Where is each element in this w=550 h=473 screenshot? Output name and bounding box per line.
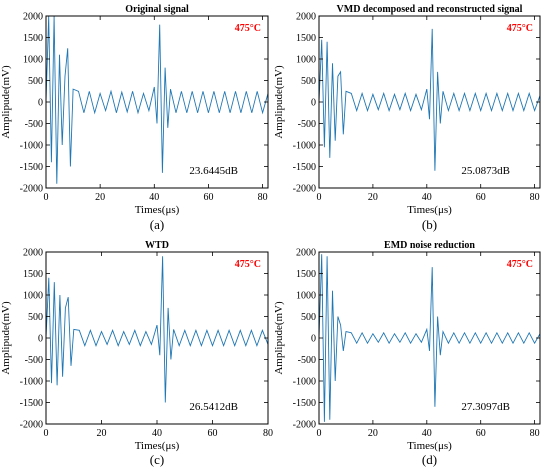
x-axis-label: Times(μs): [407, 204, 452, 216]
x-axis-label: Times(μs): [135, 440, 180, 452]
y-tick-label: -1000: [293, 141, 316, 152]
x-tick-label: 80: [530, 428, 540, 439]
y-tick-label: 1000: [296, 55, 316, 66]
snr-label: 26.5412dB: [189, 401, 238, 413]
x-tick-label: 0: [317, 428, 322, 439]
x-tick-label: 80: [258, 192, 268, 203]
y-tick-label: 0: [38, 334, 43, 345]
y-tick-label: -500: [298, 119, 316, 130]
y-tick-label: -500: [25, 355, 43, 366]
snr-label: 23.6445dB: [189, 165, 238, 177]
y-tick-label: -2000: [20, 420, 43, 431]
y-tick-label: 500: [301, 312, 316, 323]
y-tick-label: 1500: [23, 269, 43, 280]
y-tick-label: -2000: [293, 184, 316, 195]
plot-frame: [45, 15, 269, 189]
x-tick-label: 60: [203, 192, 213, 203]
y-tick-label: -500: [25, 119, 43, 130]
signal-line: [319, 28, 540, 171]
snr-label: 27.3097dB: [461, 401, 510, 413]
y-tick-label: 2000: [23, 248, 43, 259]
panel-title: VMD decomposed and reconstructed signal: [337, 4, 523, 15]
x-tick-label: 40: [422, 428, 432, 439]
y-tick-label: 1000: [23, 55, 43, 66]
y-axis-label: Amplipude(mV): [0, 301, 12, 375]
panel-d: 0 20 40 60 80 2000 1500 1000 500 0 -500 -1000 -1500 -…: [273, 240, 541, 467]
panel-c: 0 20 40 60 80 2000 1500 1000 500 0 -500 -1000 -1500 -…: [0, 240, 273, 467]
panel-b: 0 20 40 60 80 2000 1500 1000 500 0 -500 -1000 -1500 -…: [273, 4, 541, 232]
signal-line: [319, 254, 540, 422]
x-tick-label: 80: [530, 192, 540, 203]
y-tick-label: -1500: [20, 398, 43, 409]
panel-title: EMD noise reduction: [384, 240, 475, 251]
panel-a: 0 20 40 60 80 2000 1500 1000 500 0 -500 -1000 -1500 -…: [0, 4, 269, 232]
y-tick-label: -1500: [293, 398, 316, 409]
y-tick-label: 1000: [23, 291, 43, 302]
y-tick-label: 2000: [296, 12, 316, 23]
y-tick-label: 0: [311, 98, 316, 109]
y-tick-label: -1000: [20, 141, 43, 152]
snr-label: 25.0873dB: [461, 165, 510, 177]
y-tick-label: 2000: [296, 248, 316, 259]
x-tick-label: 40: [422, 192, 432, 203]
y-tick-label: -2000: [293, 420, 316, 431]
y-tick-label: 500: [301, 76, 316, 87]
signal-line: [46, 256, 268, 403]
signal-line: [46, 16, 268, 184]
y-tick-label: -2000: [20, 184, 43, 195]
x-tick-label: 40: [152, 428, 162, 439]
plot-frame: [318, 15, 541, 189]
y-tick-label: 1000: [296, 291, 316, 302]
y-tick-label: -500: [298, 355, 316, 366]
y-tick-label: 1500: [23, 33, 43, 44]
y-tick-label: 2000: [23, 12, 43, 23]
y-tick-label: -1500: [293, 162, 316, 173]
temperature-label: 475°C: [235, 259, 261, 270]
y-axis-label: Amplipude(mV): [273, 301, 285, 375]
y-tick-label: 1500: [296, 269, 316, 280]
panel-caption: (a): [150, 217, 164, 232]
y-tick-label: -1000: [20, 377, 43, 388]
y-tick-label: 0: [38, 98, 43, 109]
x-tick-label: 0: [44, 428, 49, 439]
x-tick-label: 60: [476, 192, 486, 203]
x-tick-label: 60: [208, 428, 218, 439]
y-tick-label: -1500: [20, 162, 43, 173]
temperature-label: 475°C: [507, 259, 533, 270]
x-axis-label: Times(μs): [407, 440, 452, 452]
y-tick-label: 500: [28, 76, 43, 87]
x-axis-label: Times(μs): [135, 204, 180, 216]
panel-caption: (b): [422, 217, 437, 232]
y-tick-label: -1000: [293, 377, 316, 388]
temperature-label: 475°C: [235, 23, 261, 34]
y-tick-label: 1500: [296, 33, 316, 44]
panel-title: WTD: [145, 240, 169, 251]
x-tick-label: 0: [317, 192, 322, 203]
panel-caption: (d): [422, 452, 437, 467]
panel-caption: (c): [150, 452, 164, 467]
y-axis-label: Amplipude(mV): [273, 65, 285, 139]
plot-frame: [45, 251, 269, 425]
x-tick-label: 20: [368, 428, 378, 439]
x-tick-label: 0: [44, 192, 49, 203]
panel-title: Original signal: [125, 4, 189, 15]
x-tick-label: 80: [263, 428, 273, 439]
x-tick-label: 20: [368, 192, 378, 203]
x-tick-label: 40: [149, 192, 159, 203]
temperature-label: 475°C: [507, 23, 533, 34]
x-tick-label: 20: [95, 192, 105, 203]
x-tick-label: 60: [476, 428, 486, 439]
y-tick-label: 500: [28, 312, 43, 323]
y-axis-label: Amplipude(mV): [0, 65, 12, 139]
y-tick-label: 0: [311, 334, 316, 345]
x-tick-label: 20: [97, 428, 107, 439]
